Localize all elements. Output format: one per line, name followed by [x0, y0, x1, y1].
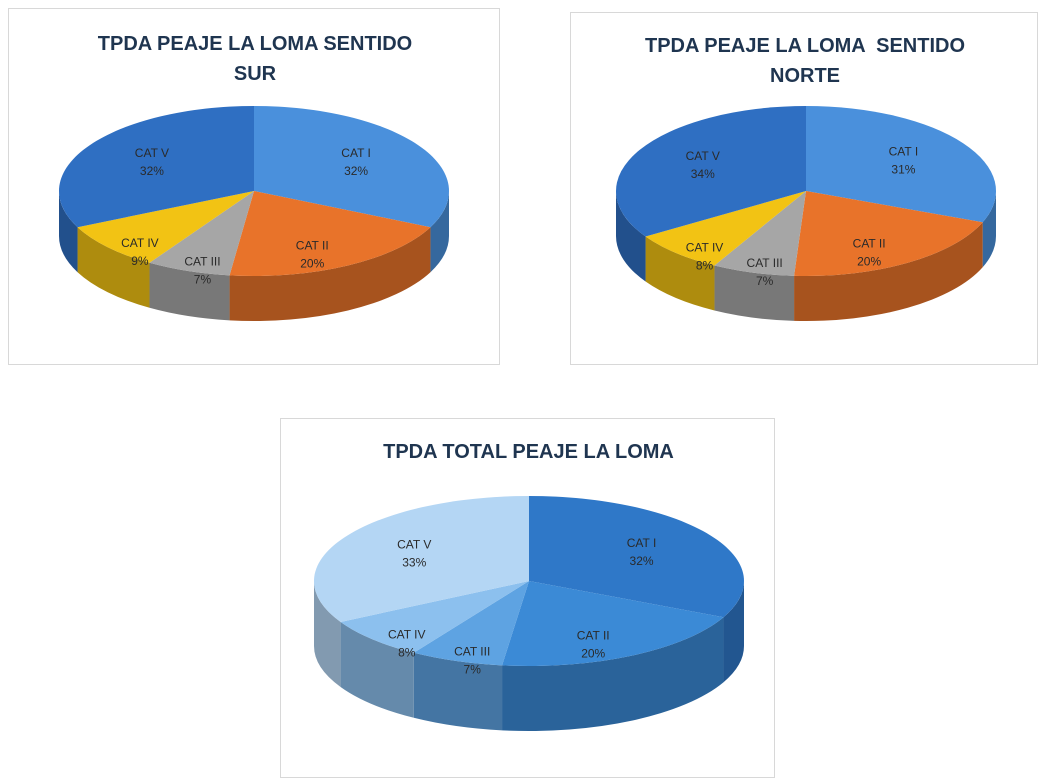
pie-slice-side: [794, 222, 983, 322]
slice-category-label: CAT II: [853, 237, 886, 251]
pie-slice: [254, 106, 450, 228]
slice-category-label: CAT V: [397, 537, 431, 551]
pie-slice: [794, 191, 983, 276]
pie-slice-side: [59, 191, 78, 273]
slice-category-label: CAT V: [686, 149, 720, 163]
slice-category-label: CAT II: [296, 238, 329, 252]
slice-value-label: 8%: [696, 259, 714, 273]
slice-value-label: 20%: [300, 256, 324, 270]
pie-slice-side: [229, 227, 431, 321]
slice-category-label: CAT IV: [121, 236, 159, 250]
slice-value-label: 32%: [630, 554, 654, 568]
slice-value-label: 7%: [756, 274, 774, 288]
pie-slice-side: [714, 265, 795, 321]
pie-slice-side: [430, 191, 449, 273]
slice-value-label: 7%: [194, 273, 212, 287]
pie-slice: [616, 106, 806, 237]
pie-slice: [340, 581, 529, 653]
pie-slice: [645, 191, 806, 266]
pie-slice-side: [413, 652, 503, 731]
chart-title: TPDA TOTAL PEAJE LA LOMA: [383, 441, 674, 463]
slice-category-label: CAT I: [889, 145, 919, 159]
slice-value-label: 7%: [464, 663, 482, 677]
slice-value-label: 31%: [891, 163, 915, 177]
slice-value-label: 32%: [344, 164, 368, 178]
slice-value-label: 9%: [131, 254, 149, 268]
pie-slice: [77, 191, 255, 263]
slice-value-label: 8%: [398, 646, 416, 660]
pie-slice: [149, 191, 254, 276]
pie-slice-side: [77, 227, 150, 308]
pie-slice: [313, 496, 529, 622]
slice-category-label: CAT III: [747, 256, 783, 270]
slice-category-label: CAT II: [577, 628, 610, 642]
chart-title: TPDA PEAJE LA LOMA SENTIDO NORTE: [644, 35, 971, 87]
slice-category-label: CAT I: [627, 536, 657, 550]
slice-category-label: CAT IV: [388, 628, 426, 642]
pie-chart: CAT I 32% CAT II 20% CAT III 7% CAT IV 8% CAT V 3…: [313, 496, 744, 731]
pie-chart: CAT I 32% CAT II 20% CAT III 7% CAT IV 9% CAT V 3…: [58, 106, 450, 321]
pie-slice: [502, 581, 724, 666]
chart-panel: CAT I 31% CAT II 20% CAT III 7% CAT IV 8% CAT V 3…: [570, 12, 1038, 365]
chart-panel: CAT I 32% CAT II 20% CAT III 7% CAT IV 8% CAT V 3…: [280, 418, 775, 778]
pie-slice: [529, 496, 744, 618]
pie-slice-side: [314, 581, 341, 687]
slice-category-label: CAT V: [135, 146, 169, 160]
pie-slice: [413, 581, 529, 666]
slice-category-label: CAT III: [454, 645, 490, 659]
pie-slice-side: [645, 236, 715, 311]
pie-slice-side: [502, 617, 724, 731]
pie-slice: [806, 106, 996, 223]
pie-slice-side: [149, 262, 230, 321]
pie-slice-side: [616, 191, 646, 282]
slice-value-label: 20%: [857, 255, 881, 269]
slice-value-label: 20%: [581, 646, 605, 660]
chart-title: TPDA PEAJE LA LOMA SENTIDO SUR: [97, 33, 418, 85]
slice-value-label: 32%: [140, 164, 164, 178]
slice-category-label: CAT I: [341, 146, 371, 160]
pie-slice-side: [340, 621, 414, 718]
slice-value-label: 34%: [691, 167, 715, 181]
slice-value-label: 33%: [402, 555, 426, 569]
pie-slice: [229, 191, 431, 277]
pie-slice: [714, 191, 806, 276]
chart-panel: CAT I 32% CAT II 20% CAT III 7% CAT IV 9% CAT V 3…: [8, 8, 500, 365]
pie-slice-side: [723, 581, 744, 683]
pie-slice-side: [982, 191, 996, 268]
pie-chart: CAT I 31% CAT II 20% CAT III 7% CAT IV 8% CAT V 3…: [616, 106, 996, 322]
slice-category-label: CAT III: [184, 255, 220, 269]
slice-category-label: CAT IV: [686, 241, 724, 255]
pie-slice: [58, 106, 255, 228]
